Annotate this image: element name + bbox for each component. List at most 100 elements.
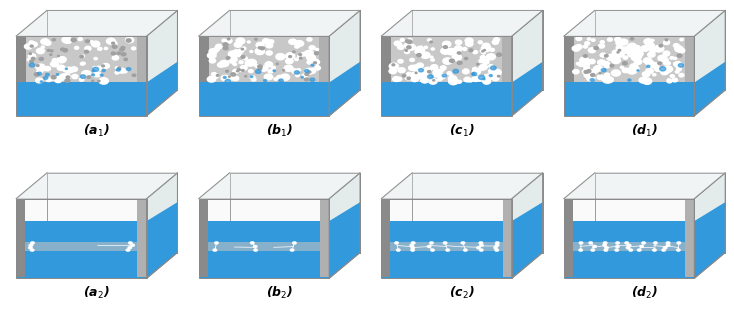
Circle shape	[253, 249, 258, 252]
Circle shape	[619, 39, 628, 45]
Circle shape	[57, 75, 64, 80]
Circle shape	[617, 46, 619, 48]
Circle shape	[468, 79, 473, 82]
Circle shape	[274, 78, 277, 80]
Polygon shape	[564, 200, 573, 277]
Circle shape	[255, 65, 258, 67]
Polygon shape	[512, 202, 542, 278]
Circle shape	[433, 80, 435, 81]
Circle shape	[472, 76, 479, 81]
Circle shape	[128, 246, 132, 249]
Circle shape	[264, 74, 272, 80]
Circle shape	[292, 69, 297, 72]
Circle shape	[410, 58, 415, 62]
Circle shape	[128, 241, 133, 245]
Circle shape	[457, 60, 461, 62]
Circle shape	[112, 52, 115, 55]
Circle shape	[583, 62, 589, 67]
Circle shape	[443, 58, 452, 64]
Circle shape	[437, 78, 442, 81]
Polygon shape	[329, 173, 360, 221]
Circle shape	[674, 62, 678, 66]
Circle shape	[406, 46, 410, 49]
Circle shape	[479, 66, 486, 70]
Circle shape	[309, 46, 315, 50]
Circle shape	[653, 241, 658, 245]
Circle shape	[603, 244, 607, 247]
Circle shape	[650, 47, 657, 52]
Circle shape	[52, 59, 57, 62]
Circle shape	[573, 69, 579, 74]
Circle shape	[611, 70, 620, 76]
Circle shape	[488, 56, 491, 58]
Circle shape	[416, 63, 424, 68]
Circle shape	[216, 48, 219, 50]
Circle shape	[476, 246, 481, 249]
Circle shape	[622, 62, 627, 65]
Circle shape	[490, 75, 493, 77]
Circle shape	[294, 58, 298, 61]
Circle shape	[212, 74, 219, 78]
Circle shape	[645, 43, 655, 49]
Circle shape	[51, 76, 56, 79]
Circle shape	[462, 48, 467, 50]
Circle shape	[228, 75, 236, 80]
Circle shape	[250, 76, 253, 77]
Circle shape	[93, 41, 99, 46]
Circle shape	[675, 70, 679, 73]
Circle shape	[409, 73, 416, 78]
Circle shape	[603, 62, 609, 66]
Circle shape	[228, 51, 237, 57]
Polygon shape	[199, 82, 329, 116]
Circle shape	[664, 51, 669, 55]
Circle shape	[649, 43, 654, 47]
Circle shape	[222, 39, 226, 42]
Circle shape	[57, 57, 66, 63]
Circle shape	[410, 246, 415, 249]
Circle shape	[489, 65, 493, 67]
Circle shape	[266, 43, 273, 48]
Circle shape	[583, 69, 592, 75]
Circle shape	[241, 65, 247, 70]
Circle shape	[666, 241, 670, 245]
Circle shape	[417, 54, 421, 57]
Circle shape	[98, 80, 100, 82]
Circle shape	[292, 241, 297, 245]
Circle shape	[104, 47, 108, 50]
Circle shape	[594, 47, 598, 50]
Circle shape	[408, 39, 412, 41]
Circle shape	[398, 60, 403, 63]
Circle shape	[50, 54, 52, 55]
Circle shape	[575, 45, 582, 49]
Circle shape	[292, 71, 295, 73]
Circle shape	[415, 47, 424, 53]
Circle shape	[430, 249, 435, 252]
Circle shape	[98, 47, 102, 50]
Circle shape	[610, 65, 614, 67]
Circle shape	[233, 51, 241, 57]
Circle shape	[410, 75, 414, 78]
Polygon shape	[382, 38, 391, 82]
Circle shape	[431, 48, 435, 50]
Circle shape	[236, 70, 239, 72]
Circle shape	[658, 55, 666, 61]
Circle shape	[663, 52, 669, 56]
Circle shape	[592, 39, 595, 41]
Polygon shape	[391, 38, 502, 82]
Circle shape	[464, 77, 470, 82]
Circle shape	[482, 52, 485, 54]
Polygon shape	[694, 202, 725, 278]
Circle shape	[603, 249, 608, 252]
Polygon shape	[208, 38, 319, 82]
Circle shape	[250, 51, 252, 53]
Circle shape	[587, 70, 591, 72]
Circle shape	[295, 41, 304, 47]
Polygon shape	[147, 202, 178, 278]
Circle shape	[647, 52, 655, 57]
Circle shape	[241, 70, 244, 71]
Circle shape	[223, 76, 226, 78]
Circle shape	[440, 66, 446, 70]
Circle shape	[305, 78, 308, 81]
Circle shape	[304, 50, 313, 57]
Circle shape	[627, 48, 635, 54]
